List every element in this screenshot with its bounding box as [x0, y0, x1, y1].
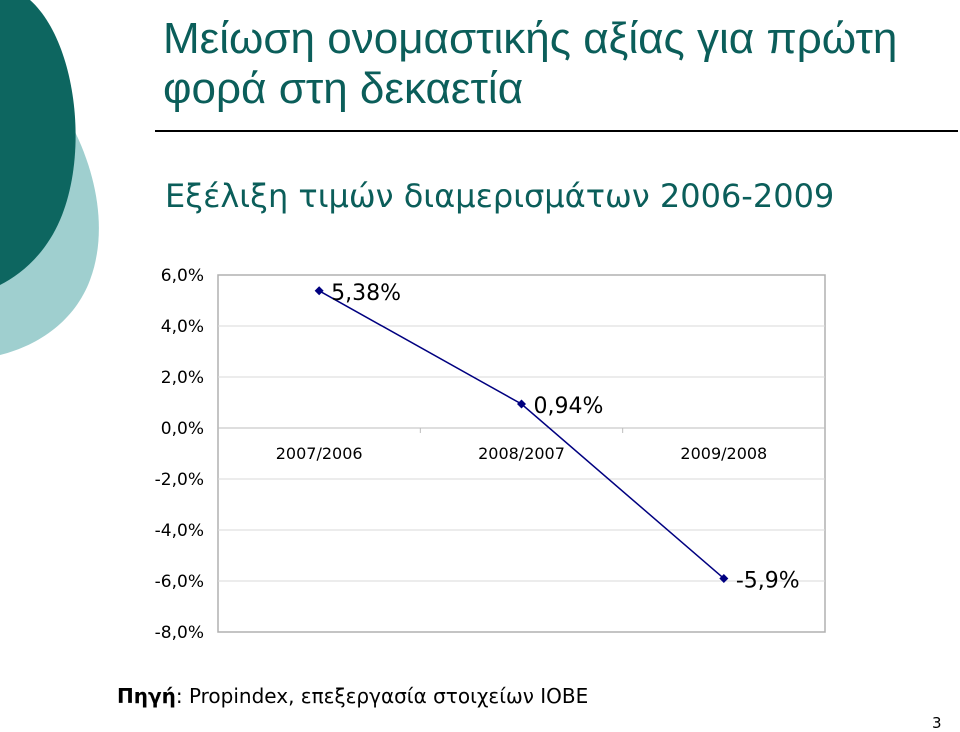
corner-decoration — [0, 0, 99, 355]
source-note: Πηγή: Propindex, επεξεργασία στοιχείων Ι… — [117, 684, 588, 708]
y-tick-label: -4,0% — [155, 521, 204, 541]
source-text: : Propindex, επεξεργασία στοιχείων ΙΟΒΕ — [175, 684, 589, 708]
data-label: 0,94% — [534, 394, 604, 419]
y-tick-label: 2,0% — [161, 368, 204, 388]
data-point — [314, 286, 324, 296]
y-tick-label: -8,0% — [155, 623, 204, 643]
title-divider — [155, 130, 958, 132]
plot-area — [217, 274, 826, 633]
page-title: Μείωση ονομαστικής αξίας για πρώτη φορά … — [163, 14, 898, 113]
y-tick-label: -2,0% — [155, 470, 204, 490]
x-tick-label: 2009/2008 — [680, 444, 767, 463]
y-tick-label: 0,0% — [161, 419, 204, 439]
data-label: 5,38% — [331, 281, 401, 306]
data-point — [719, 573, 729, 583]
y-tick-label: 6,0% — [161, 266, 204, 286]
data-label: -5,9% — [736, 568, 800, 593]
chart-subtitle: Εξέλιξη τιμών διαμερισμάτων 2006-2009 — [165, 177, 835, 215]
decor-dark-shape — [0, 0, 76, 285]
page-number: 3 — [932, 714, 942, 732]
data-point — [517, 399, 526, 409]
y-tick-label: 4,0% — [161, 317, 204, 337]
y-tick-label: -6,0% — [155, 572, 204, 592]
x-tick-label: 2007/2006 — [276, 444, 363, 463]
source-label: Πηγή — [117, 684, 176, 708]
series-line — [318, 290, 725, 580]
x-tick-label: 2008/2007 — [478, 444, 565, 463]
